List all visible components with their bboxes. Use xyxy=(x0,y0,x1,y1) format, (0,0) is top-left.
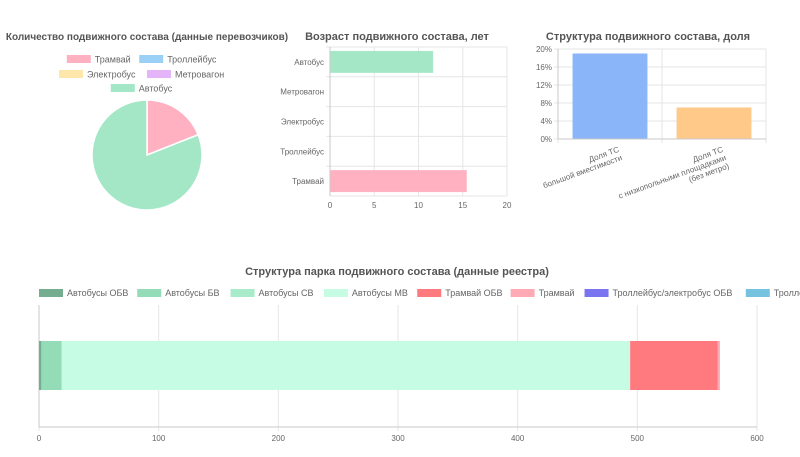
legend-label: Троллейбус/электробус xyxy=(774,288,800,298)
bar xyxy=(329,50,434,73)
y-tick-label: 12% xyxy=(536,81,552,90)
y-tick-label: 4% xyxy=(540,117,552,126)
legend-swatch xyxy=(417,289,442,297)
legend-swatch xyxy=(147,70,171,78)
bar xyxy=(572,53,648,139)
x-tick-label: Доля ТСбольшой вместимости xyxy=(539,145,624,190)
legend-swatch xyxy=(66,55,91,63)
y-tick-label: 20% xyxy=(536,45,552,54)
x-tick-label-line: большой вместимости xyxy=(542,153,624,190)
pie-slice xyxy=(146,99,200,157)
legend-swatch xyxy=(230,289,255,297)
fleet-chart-title: Структура парка подвижного состава (данн… xyxy=(245,266,549,278)
y-tick-label: Троллейбус xyxy=(280,147,324,156)
legend-swatch xyxy=(745,289,770,297)
x-tick-label: 400 xyxy=(511,434,525,443)
x-tick-label: 500 xyxy=(631,434,645,443)
x-tick-label: 10 xyxy=(414,201,423,210)
legend-label: Автобусы МВ xyxy=(352,288,408,298)
legend-swatch xyxy=(110,84,135,92)
structure-share-chart: Структура подвижного состава, доля 0% 4% 8… xyxy=(536,31,767,209)
x-tick-label: Доля ТСс низкопольными площадками(без ме… xyxy=(614,145,730,209)
legend-swatch xyxy=(39,289,63,297)
y-tick-label: 0% xyxy=(540,135,552,144)
y-tick-label: Электробус xyxy=(281,118,324,127)
x-tick-label: 20 xyxy=(503,201,512,210)
pie-legend: Трамвай Троллейбус Электробус МетровагонАвт… xyxy=(59,55,224,94)
x-tick-label: 5 xyxy=(372,201,377,210)
legend-label: Трамвай xyxy=(95,55,131,65)
legend-label: Автобусы СВ xyxy=(259,288,314,298)
x-tick-label: 15 xyxy=(458,201,467,210)
legend-swatch xyxy=(510,289,535,297)
fleet-legend: Автобусы ОБВ Автобусы БВ Автобусы СВ Автобу… xyxy=(39,288,800,298)
legend-swatch xyxy=(137,289,162,297)
y-tick-label: 16% xyxy=(536,63,552,72)
legend-swatch xyxy=(584,289,609,297)
y-tick-label: Метровагон xyxy=(280,88,324,97)
age-chart-title: Возраст подвижного состава, лет xyxy=(305,31,489,43)
legend-swatch xyxy=(323,289,348,297)
share-chart-title: Структура подвижного состава, доля xyxy=(546,31,750,43)
pie-chart-title: Количество подвижного состава (данные пе… xyxy=(6,32,288,43)
stacked-bar-segment xyxy=(61,341,631,390)
stacked-bar-segment xyxy=(39,341,42,390)
y-tick-label: Трамвай xyxy=(292,177,324,186)
legend-label: Троллейбус/электробус ОБВ xyxy=(613,288,733,298)
x-tick-label: 200 xyxy=(272,434,286,443)
share-chart-plot: 0% 4% 8% 12% 16% 20% Доля ТСбольшой вместимост… xyxy=(536,45,767,209)
y-tick-label: 8% xyxy=(540,99,552,108)
fleet-structure-chart: Структура парка подвижного состава (данн… xyxy=(37,266,800,443)
x-tick-label: 100 xyxy=(152,434,166,443)
legend-swatch xyxy=(139,55,164,63)
legend-label: Автобусы ОБВ xyxy=(67,288,128,298)
x-tick-label: 0 xyxy=(37,434,42,443)
x-tick-label: 0 xyxy=(328,201,333,210)
legend-label: Трамвай ОБВ xyxy=(445,288,502,298)
y-tick-label: Автобус xyxy=(294,58,324,67)
bar xyxy=(676,107,752,139)
legend-label: Троллейбус xyxy=(167,55,217,65)
legend-label: Автобус xyxy=(139,84,173,94)
age-chart-plot: 0 5 10 15 20 Автобус Метровагон Электробус Тролл… xyxy=(280,46,512,210)
legend-label: Автобусы БВ xyxy=(165,288,219,298)
stacked-bar-segment xyxy=(41,341,62,390)
legend-label: Трамвай xyxy=(539,288,575,298)
pie-chart-vehicle-count: Количество подвижного состава (данные пе… xyxy=(6,32,288,211)
stacked-bar-segment xyxy=(717,341,720,390)
fleet-chart-plot: 0 100 200 300 400 500 600 xyxy=(37,305,764,443)
legend-label: Метровагон xyxy=(175,70,224,80)
pie-slice xyxy=(91,99,203,211)
pie-slices xyxy=(91,99,203,211)
stacked-bar-segment xyxy=(630,341,718,390)
age-bar-chart: Возраст подвижного состава, лет 0 5 10 15 20… xyxy=(280,31,512,210)
legend-swatch xyxy=(59,70,83,78)
x-tick-label: 600 xyxy=(750,434,764,443)
bar xyxy=(329,170,467,193)
legend-label: Электробус xyxy=(87,70,136,80)
x-tick-label: 300 xyxy=(391,434,405,443)
